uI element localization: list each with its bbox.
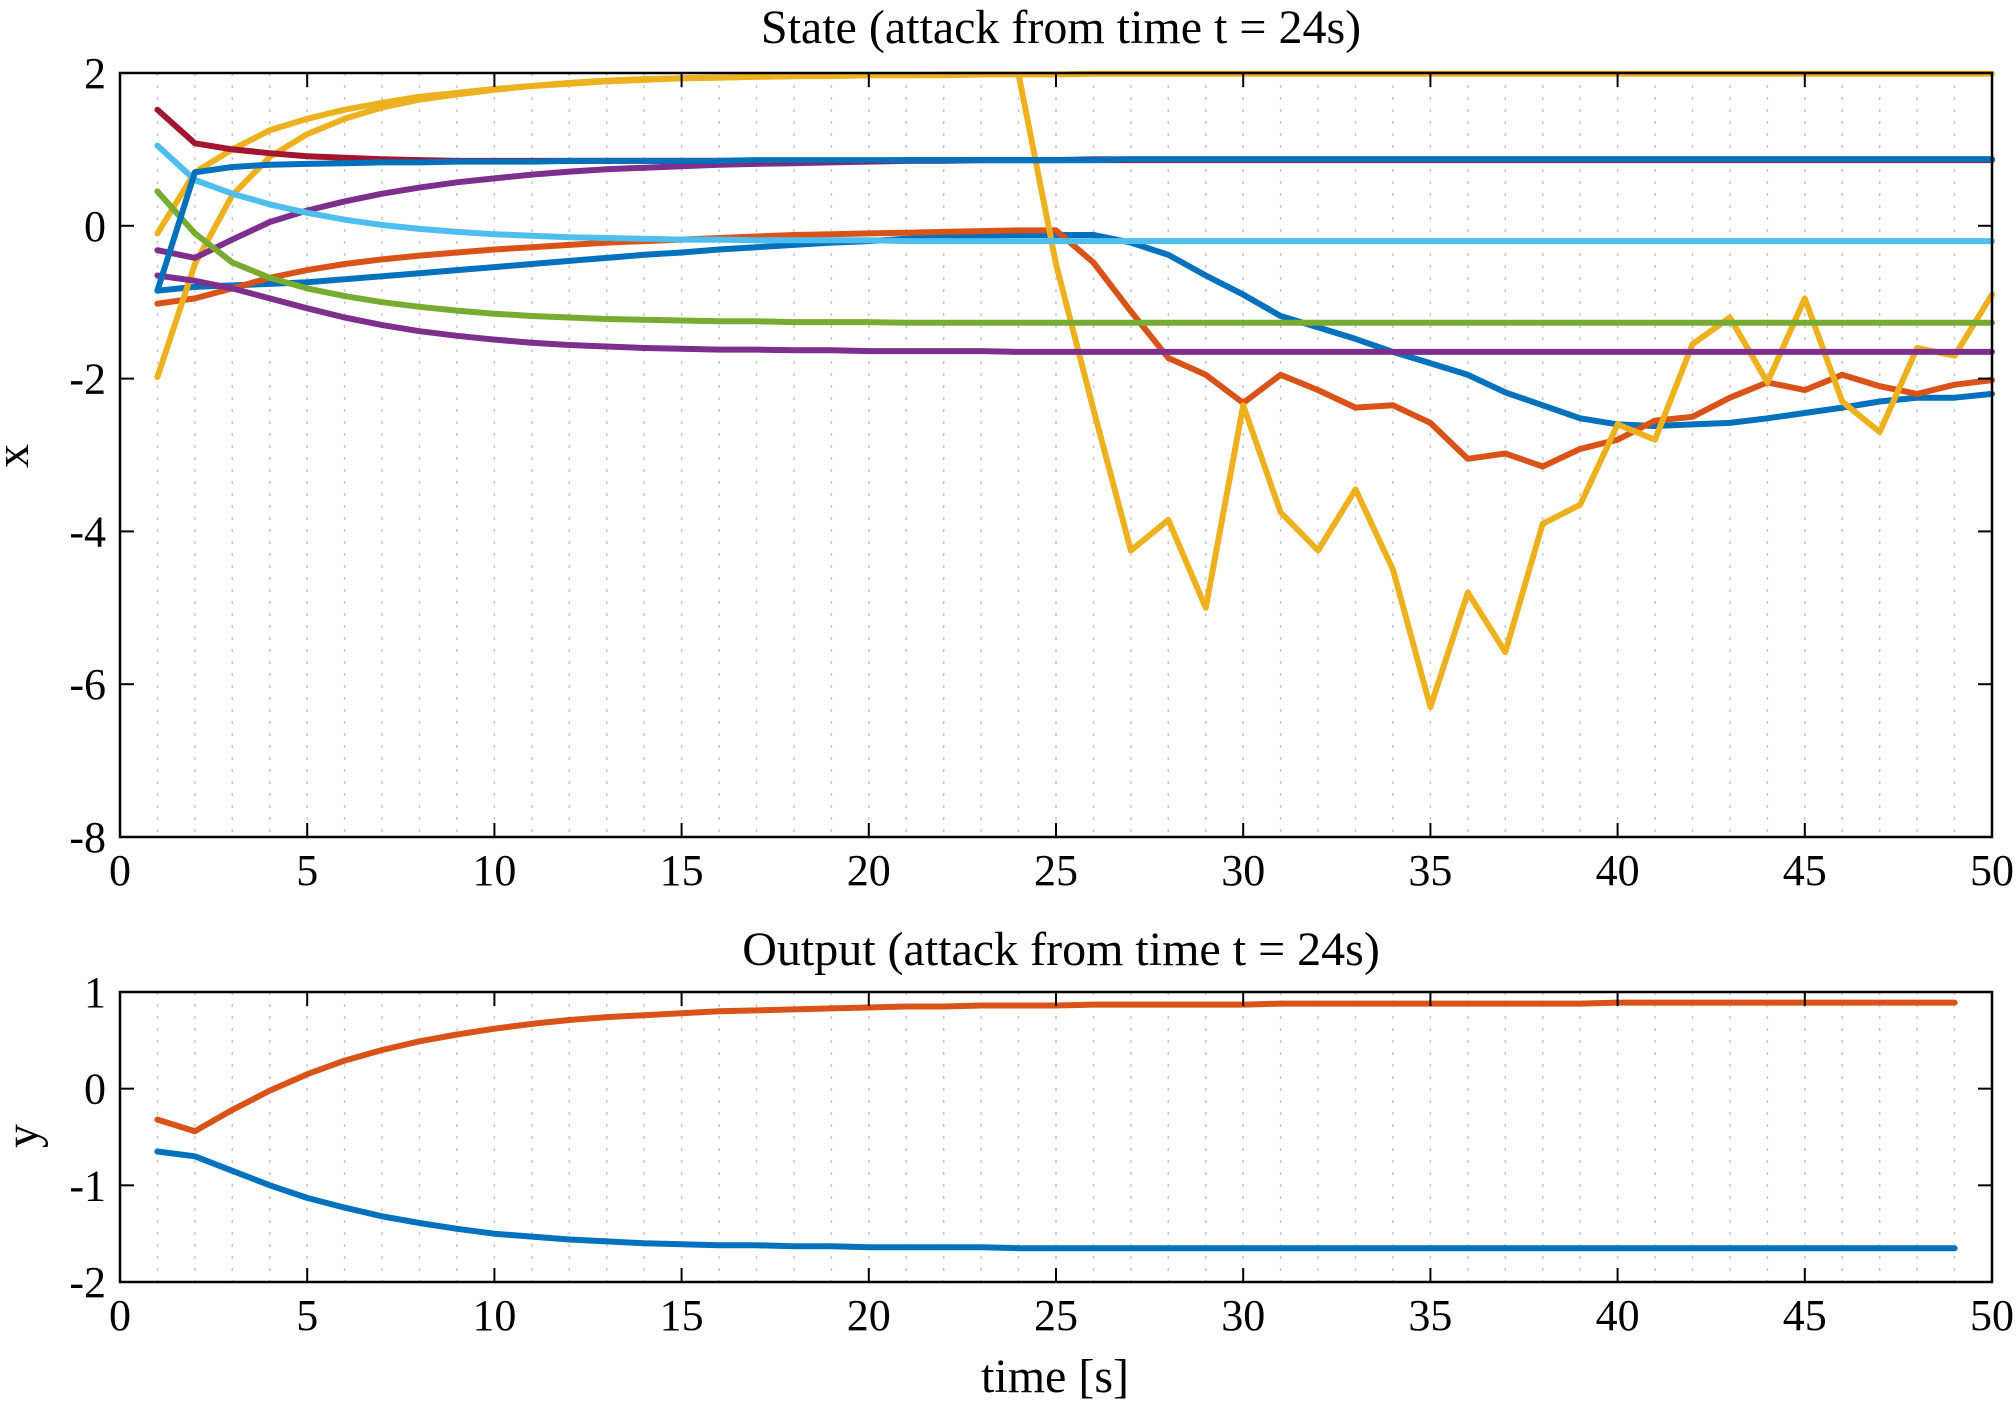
y-tick-label: 0 — [84, 202, 106, 251]
state-plot-ticks: 0 5 10 15 20 25 30 35 40 45 50 -8 -6 -4 -2 0 2 — [69, 49, 2014, 895]
y-tick-label: 1 — [84, 968, 106, 1017]
x-tick-label: 25 — [1034, 846, 1078, 895]
x-tick-label: 5 — [296, 1291, 318, 1340]
x-tick-label: 0 — [109, 846, 131, 895]
y-tick-label: -4 — [69, 507, 106, 556]
x-tick-label: 45 — [1783, 1291, 1827, 1340]
x-tick-label: 0 — [109, 1291, 131, 1340]
x-tick-label: 30 — [1221, 846, 1265, 895]
series-line-2 — [154, 1148, 1958, 1252]
series-line-10 — [154, 156, 1995, 294]
output-plot-grid — [156, 992, 1956, 1282]
x-tick-label: 50 — [1970, 1291, 2014, 1340]
series-line-6 — [154, 272, 1995, 355]
y-tick-label: -8 — [69, 813, 106, 862]
x-tick-label: 45 — [1783, 846, 1827, 895]
state-plot-ylabel: x — [0, 444, 39, 468]
series-line-3 — [154, 71, 1995, 711]
y-tick-label: -2 — [69, 1258, 106, 1307]
x-tick-label: 35 — [1408, 846, 1452, 895]
x-tick-label: 5 — [296, 846, 318, 895]
x-tick-label: 20 — [847, 846, 891, 895]
x-tick-label: 30 — [1221, 1291, 1265, 1340]
x-tick-label: 10 — [472, 846, 516, 895]
y-tick-label: -1 — [69, 1161, 106, 1210]
output-plot: Output (attack from time t = 24s) y time… — [0, 923, 2014, 1403]
series-line-8 — [154, 142, 1995, 245]
output-plot-ylabel: y — [0, 1124, 49, 1148]
x-tick-label: 50 — [1970, 846, 2014, 895]
series-line-2 — [154, 227, 1995, 470]
state-plot-grid — [156, 73, 1956, 837]
x-tick-label: 40 — [1596, 846, 1640, 895]
series-line-1 — [154, 232, 1995, 429]
x-tick-label: 20 — [847, 1291, 891, 1340]
x-tick-label: 25 — [1034, 1291, 1078, 1340]
state-plot-title: State (attack from time t = 24s) — [761, 1, 1361, 54]
output-plot-xlabel: time [s] — [981, 1350, 1129, 1403]
x-tick-label: 40 — [1596, 1291, 1640, 1340]
output-plot-ticks: 0 5 10 15 20 25 30 35 40 45 50 -2 -1 0 1 — [69, 968, 2014, 1340]
y-tick-label: -2 — [69, 355, 106, 404]
x-tick-label: 10 — [472, 1291, 516, 1340]
x-tick-label: 15 — [660, 846, 704, 895]
state-plot: State (attack from time t = 24s) x 0 5 10 1… — [0, 1, 2014, 895]
series-line-4 — [154, 70, 1995, 237]
x-tick-label: 15 — [660, 1291, 704, 1340]
series-line-9 — [154, 106, 1995, 164]
state-plot-series — [154, 70, 1995, 711]
output-plot-title: Output (attack from time t = 24s) — [742, 923, 1380, 976]
y-tick-label: 2 — [84, 49, 106, 98]
series-line-7 — [154, 188, 1995, 326]
y-tick-label: -6 — [69, 660, 106, 709]
y-tick-label: 0 — [84, 1065, 106, 1114]
x-tick-label: 35 — [1408, 1291, 1452, 1340]
